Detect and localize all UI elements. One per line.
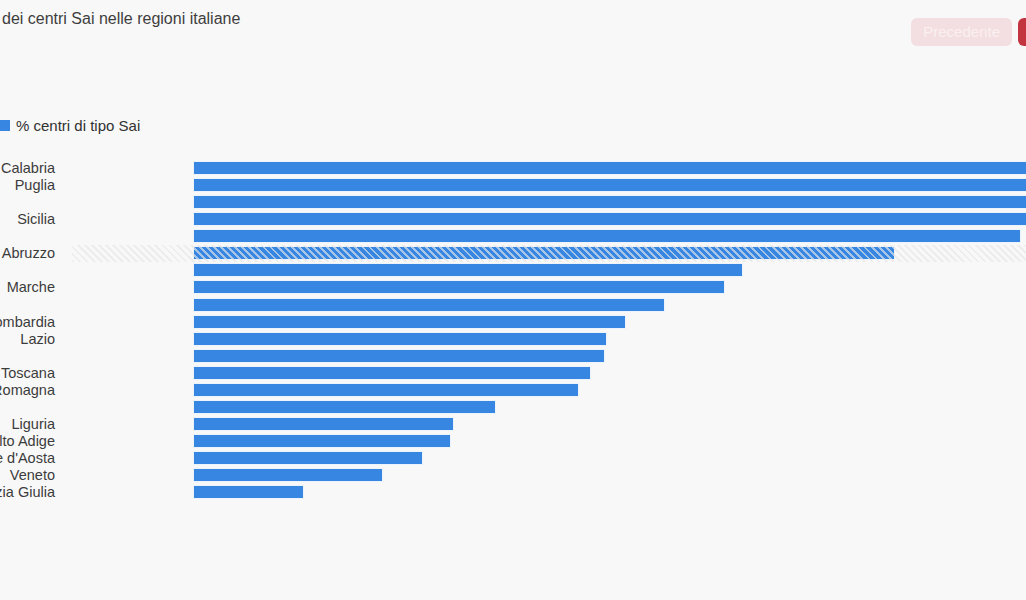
category-label: Trentino-Alto Adige [0, 433, 55, 450]
bar-region-11[interactable] [193, 349, 605, 363]
bar-Friuli-Venezia Giulia[interactable] [193, 485, 304, 499]
chart-row: Sicilia [0, 211, 1026, 228]
chart-row: Puglia [0, 177, 1026, 194]
chart-row [0, 262, 1026, 279]
category-label: Lombardia [0, 314, 55, 331]
chart-row [0, 399, 1026, 416]
category-label: Valle d'Aosta [0, 450, 55, 467]
category-label: Puglia [15, 177, 55, 194]
bar-region-2[interactable] [193, 195, 1026, 209]
category-label: Calabria [1, 160, 55, 177]
bar-region-4[interactable] [193, 229, 1021, 243]
category-label: Marche [7, 279, 55, 296]
bar-Trentino-Alto Adige[interactable] [193, 434, 451, 448]
bar-chart: CalabriaPuglia Sicilia Abruzzo Marche Lombar… [0, 0, 1026, 600]
bar-Lazio[interactable] [193, 332, 607, 346]
bar-Liguria[interactable] [193, 417, 454, 431]
chart-row [0, 348, 1026, 365]
chart-row: Lombardia [0, 314, 1026, 331]
bar-Lombardia[interactable] [193, 315, 626, 329]
bar-Marche[interactable] [193, 280, 725, 294]
chart-row: Emilia-Romagna [0, 382, 1026, 399]
category-label: Liguria [11, 416, 55, 433]
bar-Veneto[interactable] [193, 468, 383, 482]
chart-row: Toscana [0, 365, 1026, 382]
bar-Emilia-Romagna[interactable] [193, 383, 579, 397]
bar-region-14[interactable] [193, 400, 496, 414]
bar-region-8[interactable] [193, 298, 665, 312]
bar-Puglia[interactable] [193, 178, 1026, 192]
category-label: Toscana [1, 365, 55, 382]
category-label: Sicilia [17, 211, 55, 228]
chart-row: Abruzzo [0, 245, 1026, 262]
category-label: Friuli-Venezia Giulia [0, 484, 55, 501]
bar-region-6[interactable] [193, 263, 743, 277]
chart-row: Marche [0, 279, 1026, 296]
chart-row [0, 228, 1026, 245]
category-label: Veneto [10, 467, 55, 484]
category-label: Emilia-Romagna [0, 382, 55, 399]
chart-row [0, 297, 1026, 314]
bar-Sicilia[interactable] [193, 212, 1026, 226]
bar-Abruzzo[interactable] [193, 246, 895, 260]
chart-row [0, 194, 1026, 211]
bar-Calabria[interactable] [193, 161, 1026, 175]
chart-row: Calabria [0, 160, 1026, 177]
category-label: Abruzzo [2, 245, 55, 262]
bar-Toscana[interactable] [193, 366, 591, 380]
chart-row: Valle d'Aosta [0, 450, 1026, 467]
chart-row: Trentino-Alto Adige [0, 433, 1026, 450]
chart-row: Liguria [0, 416, 1026, 433]
category-label: Lazio [20, 331, 55, 348]
bar-Valle d'Aosta[interactable] [193, 451, 423, 465]
chart-row: Friuli-Venezia Giulia [0, 484, 1026, 501]
chart-row: Veneto [0, 467, 1026, 484]
chart-row: Lazio [0, 331, 1026, 348]
